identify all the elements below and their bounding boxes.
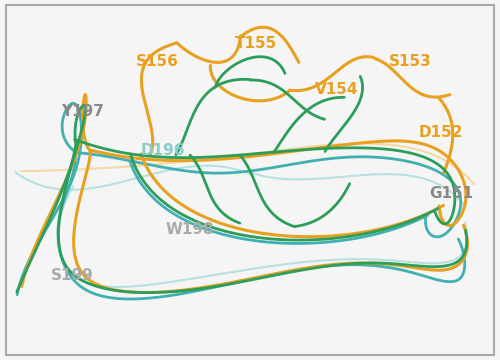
- Text: V154: V154: [314, 82, 358, 97]
- Text: S153: S153: [389, 54, 432, 69]
- Text: D196: D196: [140, 143, 185, 158]
- Text: G151: G151: [429, 186, 473, 201]
- Text: T155: T155: [235, 36, 278, 51]
- Text: W198: W198: [166, 222, 214, 237]
- Text: D152: D152: [419, 125, 464, 140]
- Text: Y197: Y197: [61, 104, 104, 119]
- Text: S199: S199: [51, 268, 94, 283]
- Text: S156: S156: [136, 54, 178, 69]
